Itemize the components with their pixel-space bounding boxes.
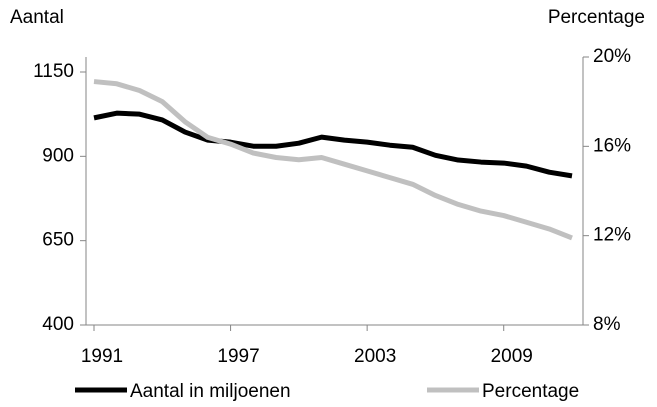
- y-tick-label: 400: [42, 314, 74, 335]
- y-tick-label: 900: [42, 145, 74, 166]
- x-tick-label: 1991: [81, 346, 123, 367]
- y2-tick-label: 8%: [593, 314, 621, 335]
- y-tick-label: 650: [42, 230, 74, 251]
- y2-tick-label: 16%: [593, 135, 631, 156]
- x-tick-label: 2009: [491, 346, 533, 367]
- y2-tick-label: 20%: [593, 46, 631, 67]
- y-tick-label: 1150: [33, 61, 74, 82]
- data-line: [93, 79, 573, 241]
- y2-tick-label: 12%: [593, 225, 631, 246]
- legend-label: Percentage: [482, 381, 579, 402]
- x-tick-label: 2003: [354, 346, 396, 367]
- data-line: [93, 110, 573, 179]
- x-tick-label: 1997: [217, 346, 259, 367]
- legend-label: Aantal in miljoenen: [130, 381, 291, 402]
- y2-axis-title: Percentage: [548, 7, 645, 28]
- y-axis-title: Aantal: [10, 7, 64, 28]
